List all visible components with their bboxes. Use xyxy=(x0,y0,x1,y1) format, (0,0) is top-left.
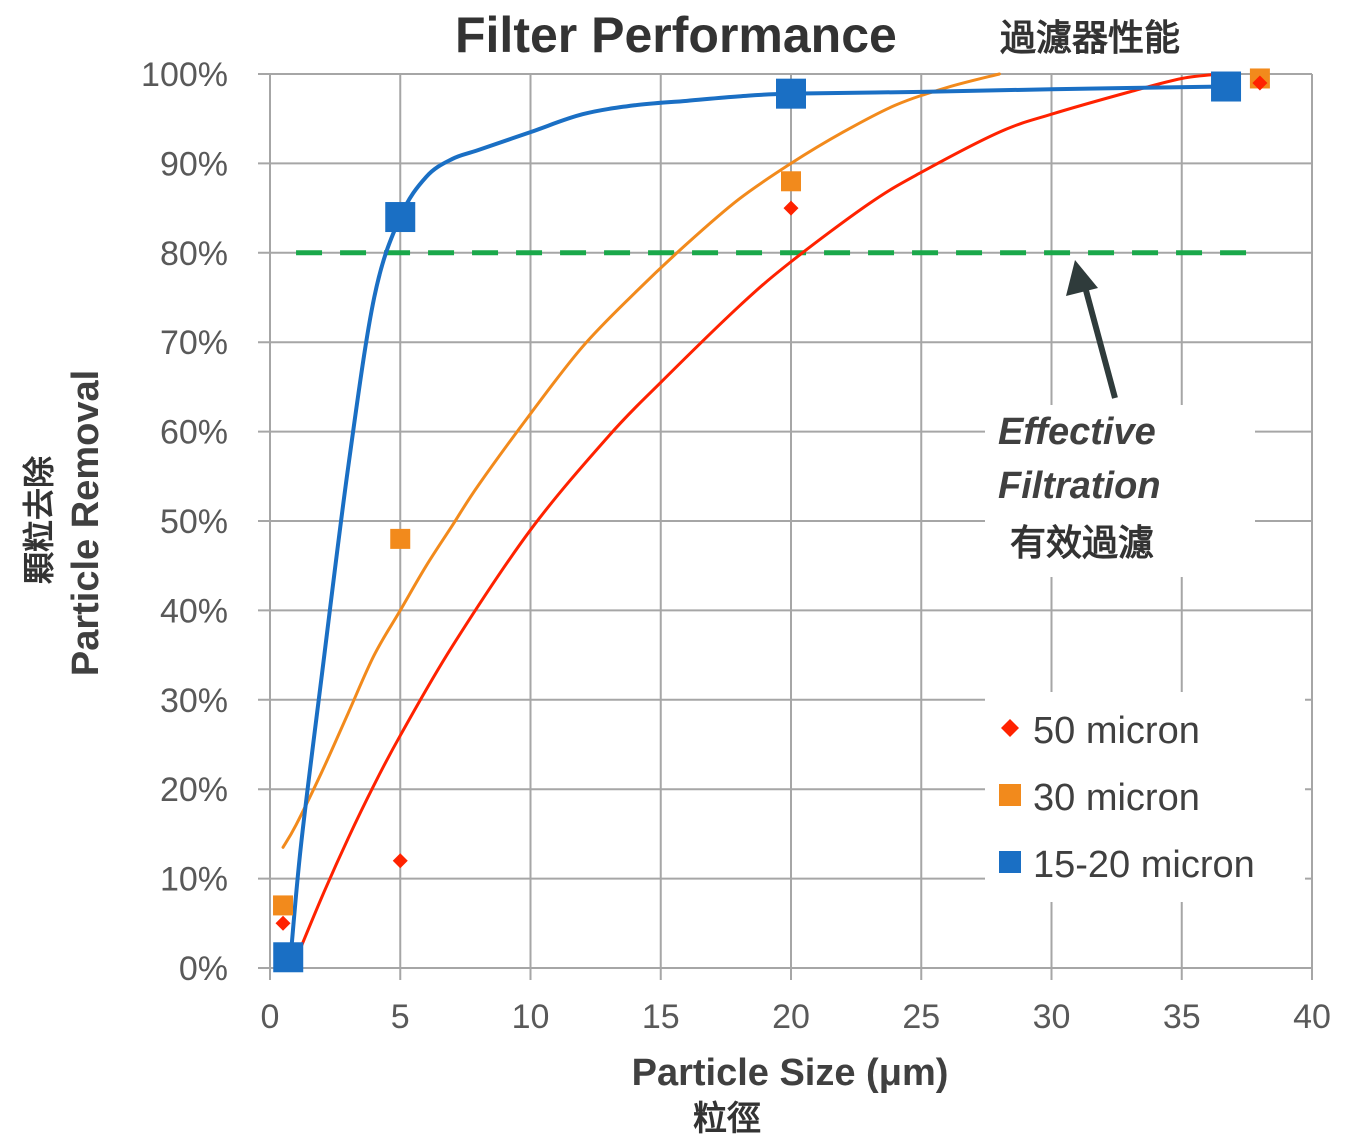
x-tick-label: 5 xyxy=(391,998,410,1036)
annotation-line2: Filtration xyxy=(998,465,1161,507)
legend-label-30-micron: 30 micron xyxy=(1033,777,1200,819)
annotation-arrow-head xyxy=(1066,260,1098,296)
y-tick-label: 70% xyxy=(160,324,228,362)
markers-50-micron xyxy=(275,75,1268,931)
x-tick-label: 25 xyxy=(902,998,940,1036)
data-point-30-micron xyxy=(390,528,411,549)
y-tick-label: 60% xyxy=(160,414,228,452)
data-point-15-20-micron xyxy=(273,942,304,973)
series-15-20-micron xyxy=(288,84,1229,957)
y-tick-label: 10% xyxy=(160,861,228,899)
series-layer xyxy=(273,68,1270,973)
x-tick-labels: 0 5 10 15 20 25 30 35 40 xyxy=(261,998,1331,1036)
x-axis-title-cjk: 粒徑 xyxy=(693,1099,761,1138)
data-point-15-20-micron xyxy=(1211,71,1242,102)
legend-marker-50-micron xyxy=(1001,719,1019,737)
series-50-micron xyxy=(294,72,1223,961)
data-point-50-micron xyxy=(1252,75,1268,91)
y-tick-label: 40% xyxy=(160,592,228,630)
data-point-30-micron xyxy=(273,895,294,916)
y-tick-label: 30% xyxy=(160,682,228,720)
annotation-line1: Effective xyxy=(998,411,1156,453)
trendline-15-20-micron xyxy=(288,84,1229,957)
data-point-50-micron xyxy=(783,200,799,216)
y-tick-label: 50% xyxy=(160,503,228,541)
trendline-30-micron xyxy=(281,72,1001,849)
data-point-15-20-micron xyxy=(776,78,806,109)
y-axis-title: Particle Removal xyxy=(65,370,107,676)
data-point-50-micron xyxy=(392,853,408,869)
x-tick-label: 35 xyxy=(1163,998,1201,1036)
legend-marker-15-20-micron xyxy=(999,851,1021,873)
trendline-50-micron xyxy=(294,72,1223,961)
x-tick-label: 10 xyxy=(512,998,550,1036)
y-tick-label: 90% xyxy=(160,145,228,183)
markers-15-20-micron xyxy=(273,71,1242,973)
y-tick-labels: 0% 10% 20% 30% 40% 50% 60% 70% 80% 90% 100% xyxy=(141,56,228,988)
data-point-50-micron xyxy=(275,915,291,931)
x-tick-label: 0 xyxy=(261,998,280,1036)
y-tick-label: 100% xyxy=(141,56,228,94)
chart-title-cjk: 過濾器性能 xyxy=(1000,17,1180,59)
data-point-15-20-micron xyxy=(385,202,416,233)
x-tick-label: 30 xyxy=(1033,998,1071,1036)
legend-background xyxy=(985,692,1305,902)
series-30-micron xyxy=(281,72,1001,849)
annotation-line3-cjk: 有效過濾 xyxy=(1010,522,1154,564)
y-tick-label: 80% xyxy=(160,235,228,273)
annotation-arrow-shaft xyxy=(1081,282,1118,399)
x-tick-label: 20 xyxy=(772,998,810,1036)
legend-label-50-micron: 50 micron xyxy=(1033,710,1200,752)
legend: 50 micron 30 micron 15-20 micron xyxy=(999,710,1255,886)
x-tick-label: 15 xyxy=(642,998,680,1036)
y-tick-label: 20% xyxy=(160,771,228,809)
legend-marker-30-micron xyxy=(999,784,1021,806)
annotation-arrow xyxy=(1066,260,1118,399)
data-point-30-micron xyxy=(781,171,801,192)
chart-title: Filter Performance xyxy=(455,7,897,63)
legend-label-15-20-micron: 15-20 micron xyxy=(1033,844,1255,886)
x-axis-title: Particle Size (μm) xyxy=(632,1052,949,1094)
x-tick-label: 40 xyxy=(1293,998,1331,1036)
annotation-background xyxy=(985,405,1255,577)
y-axis-title-cjk: 顆粒去除 xyxy=(20,455,58,584)
y-tick-label: 0% xyxy=(179,950,228,988)
